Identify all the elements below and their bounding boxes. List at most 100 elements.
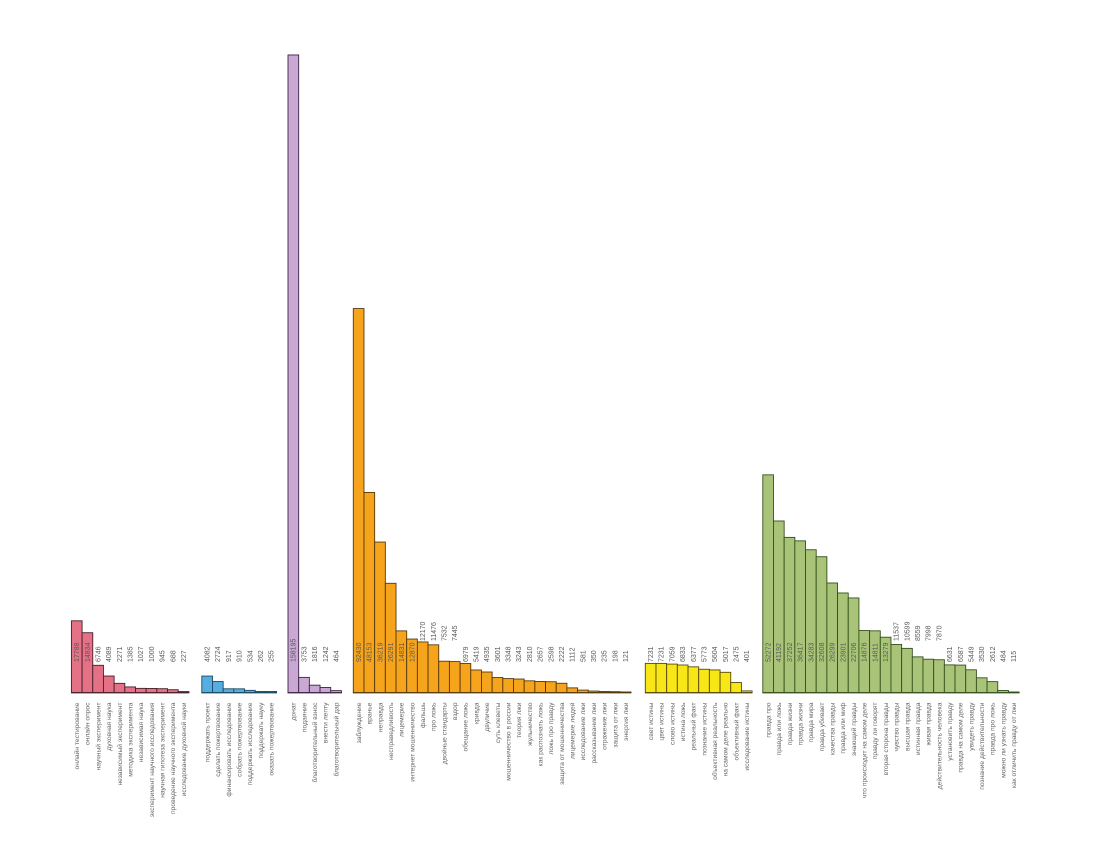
svg-text:ложь про правду: ложь про правду: [548, 702, 555, 755]
svg-text:235: 235: [602, 650, 609, 662]
svg-text:реальный факт: реальный факт: [690, 703, 698, 751]
svg-text:7870: 7870: [936, 625, 943, 641]
svg-text:как отличить правду от лжи: как отличить правду от лжи: [1011, 702, 1018, 788]
svg-text:жульничество: жульничество: [527, 702, 534, 746]
svg-text:теория лжи: теория лжи: [516, 702, 523, 738]
svg-text:научная гипотеза эксперимент: научная гипотеза эксперимент: [159, 703, 166, 798]
svg-text:благотворительный взнос: благотворительный взнос: [311, 702, 319, 783]
svg-text:двуличие: двуличие: [484, 702, 491, 731]
svg-text:установить правду: установить правду: [947, 702, 954, 761]
svg-text:правда или миф: правда или миф: [840, 702, 847, 754]
svg-text:12870: 12870: [409, 642, 416, 662]
svg-text:26291: 26291: [388, 642, 395, 662]
svg-text:945: 945: [160, 650, 167, 662]
svg-text:12170: 12170: [420, 621, 427, 641]
svg-text:правда убивает: правда убивает: [818, 703, 826, 752]
svg-text:мошенничество в россии: мошенничество в россии: [505, 702, 512, 780]
svg-text:350: 350: [591, 650, 598, 662]
svg-text:собрать пожертвование: собрать пожертвование: [235, 702, 243, 777]
svg-text:несправедливость: несправедливость: [388, 702, 395, 760]
svg-text:5604: 5604: [712, 646, 719, 662]
svg-text:227: 227: [181, 650, 188, 662]
svg-text:2810: 2810: [527, 646, 534, 662]
svg-text:научный эксперимент: научный эксперимент: [94, 703, 102, 771]
svg-text:13279: 13279: [883, 642, 890, 662]
svg-text:интернет мошенничество: интернет мошенничество: [409, 702, 416, 782]
svg-text:кривда: кривда: [473, 702, 480, 724]
svg-text:37252: 37252: [787, 642, 794, 662]
svg-text:можно ли узнать правду: можно ли узнать правду: [1000, 702, 1007, 778]
svg-text:2724: 2724: [215, 646, 222, 662]
svg-text:7231: 7231: [659, 646, 666, 662]
svg-text:22706: 22706: [851, 642, 858, 662]
svg-text:1000: 1000: [149, 646, 156, 662]
svg-text:5773: 5773: [701, 646, 708, 662]
svg-text:198: 198: [612, 650, 619, 662]
svg-text:поддержать науку: поддержать науку: [258, 702, 265, 759]
svg-text:1385: 1385: [128, 646, 135, 662]
svg-text:11476: 11476: [431, 622, 438, 641]
svg-text:как распознать ложь: как распознать ложь: [538, 702, 545, 766]
svg-text:11537: 11537: [894, 622, 901, 641]
svg-text:14831: 14831: [399, 642, 406, 662]
svg-text:36417: 36417: [798, 642, 805, 662]
svg-text:правда или ложь: правда или ложь: [776, 702, 783, 755]
svg-text:высшая правда: высшая правда: [904, 702, 911, 751]
svg-text:4082: 4082: [205, 646, 212, 662]
svg-text:1816: 1816: [312, 646, 319, 662]
svg-text:независимая наука: независимая наука: [138, 702, 145, 762]
svg-text:познание действительности: познание действительности: [978, 702, 986, 789]
svg-text:заблуждение: заблуждение: [355, 702, 363, 743]
svg-text:действительность человека: действительность человека: [935, 702, 943, 789]
svg-text:неправда: неправда: [377, 702, 384, 732]
svg-text:свет истины: свет истины: [648, 702, 655, 740]
svg-text:энергия лжи: энергия лжи: [623, 702, 630, 741]
svg-text:качества правды: качества правды: [830, 702, 837, 755]
svg-text:5449: 5449: [968, 646, 975, 662]
svg-text:оказать пожертвование: оказать пожертвование: [269, 702, 276, 775]
svg-text:благотворительный дар: благотворительный дар: [332, 702, 340, 776]
svg-text:6746: 6746: [96, 646, 103, 662]
svg-text:484: 484: [1001, 650, 1008, 662]
svg-text:поддержать проект: поддержать проект: [204, 703, 211, 763]
svg-text:4089: 4089: [106, 646, 113, 662]
svg-text:8559: 8559: [915, 625, 922, 641]
svg-text:32608: 32608: [819, 642, 826, 662]
svg-text:2598: 2598: [548, 646, 555, 662]
svg-text:независимый эксперимент: независимый эксперимент: [116, 703, 124, 786]
svg-text:финансировать исследование: финансировать исследование: [226, 702, 233, 796]
svg-text:объективный факт: объективный факт: [732, 703, 740, 761]
svg-text:подаяние: подаяние: [301, 702, 308, 732]
svg-text:отражение лжи: отражение лжи: [602, 702, 609, 750]
svg-text:2475: 2475: [733, 646, 740, 662]
svg-text:правда мира: правда мира: [808, 702, 815, 742]
svg-text:2657: 2657: [538, 646, 545, 662]
svg-text:фальшь: фальшь: [420, 702, 427, 728]
svg-text:115: 115: [1011, 651, 1018, 662]
svg-text:внести лепту: внести лепту: [323, 702, 330, 743]
svg-text:правду ли говорят: правду ли говорят: [872, 703, 879, 760]
svg-text:7445: 7445: [452, 625, 459, 641]
svg-text:правда про: правда про: [765, 702, 772, 737]
svg-text:1027: 1027: [138, 646, 145, 662]
svg-text:на самом деле реально: на самом деле реально: [723, 702, 730, 776]
svg-text:2612: 2612: [990, 646, 997, 662]
svg-text:вторая сторона правды: вторая сторона правды: [883, 702, 890, 775]
svg-text:26299: 26299: [830, 642, 837, 662]
svg-text:7532: 7532: [441, 625, 448, 641]
svg-text:цвет истины: цвет истины: [659, 702, 666, 740]
svg-text:вранье: вранье: [367, 702, 374, 724]
svg-text:262: 262: [258, 650, 265, 662]
svg-text:534: 534: [247, 650, 254, 662]
svg-text:5017: 5017: [723, 646, 730, 662]
svg-text:онлайн опрос: онлайн опрос: [84, 702, 92, 745]
svg-text:7059: 7059: [669, 646, 676, 662]
svg-text:7998: 7998: [926, 625, 933, 641]
svg-text:255: 255: [269, 650, 276, 662]
svg-text:методика эксперимента: методика эксперимента: [127, 702, 134, 776]
svg-text:688: 688: [170, 650, 177, 662]
svg-text:чувство правды: чувство правды: [894, 702, 901, 751]
svg-text:слово истины: слово истины: [669, 702, 676, 745]
svg-text:исследование лжи: исследование лжи: [580, 702, 587, 760]
svg-text:10599: 10599: [904, 621, 911, 641]
